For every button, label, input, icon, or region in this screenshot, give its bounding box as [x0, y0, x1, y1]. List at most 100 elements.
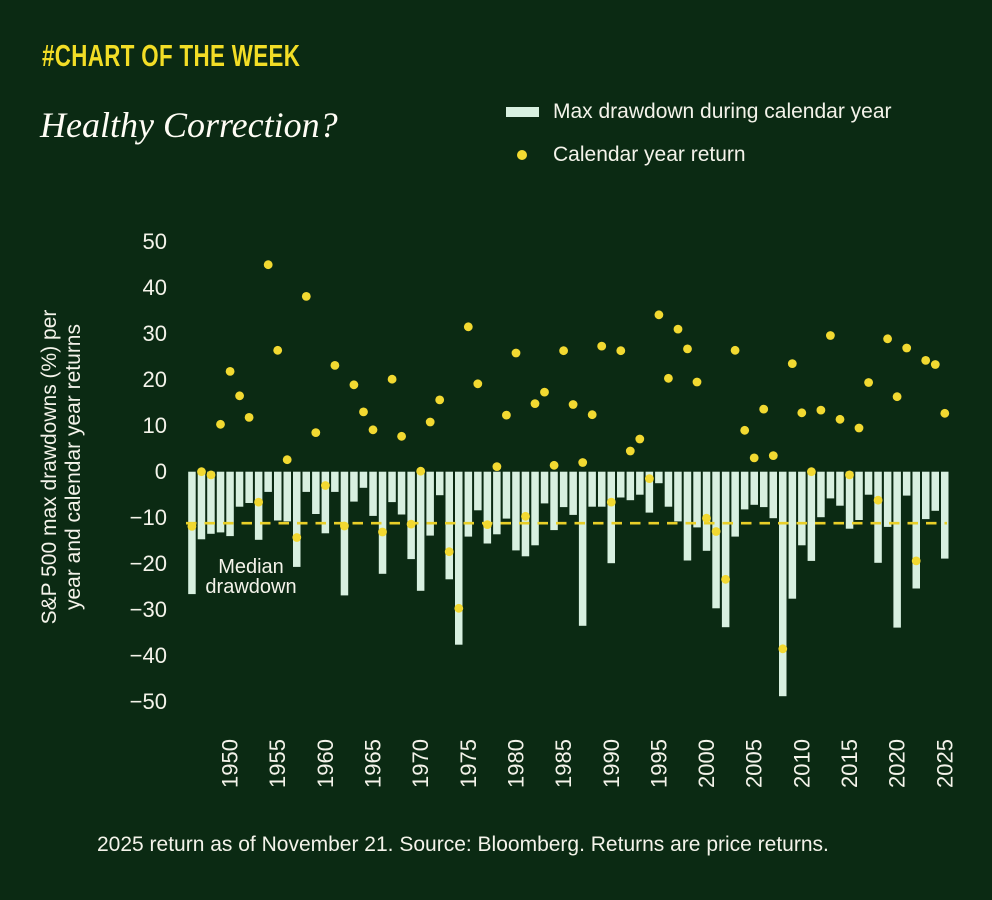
return-dot-1947 — [197, 467, 206, 477]
return-dot-2005 — [749, 453, 759, 463]
drawdown-bar-1949 — [216, 471, 225, 533]
x-tick-label-1960: 1960 — [313, 739, 338, 788]
return-dot-1961 — [330, 361, 340, 370]
return-dot-1994 — [645, 474, 654, 483]
x-tick-label-2010: 2010 — [789, 739, 814, 788]
return-dot-1995 — [654, 310, 664, 320]
return-dot-1959 — [311, 428, 321, 437]
drawdown-bar-2007 — [769, 471, 777, 519]
drawdown-bar-1977 — [483, 471, 492, 544]
drawdown-bar-2008 — [779, 471, 787, 697]
return-dot-2001 — [711, 527, 721, 536]
return-dot-1953 — [254, 497, 263, 507]
drawdown-bar-1997 — [674, 471, 682, 522]
return-dot-1968 — [397, 431, 406, 441]
return-dot-1997 — [673, 324, 683, 334]
x-tick-label-1975: 1975 — [456, 739, 481, 788]
drawdown-bar-1946 — [188, 471, 196, 595]
return-dot-2013 — [826, 331, 835, 340]
return-dots-layer — [187, 260, 950, 654]
drawdown-bar-1990 — [607, 471, 615, 564]
x-tick-label-1995: 1995 — [646, 739, 671, 788]
return-dot-1986 — [568, 400, 578, 409]
drawdown-bar-2020 — [893, 471, 901, 628]
y-tick-label-30: 30 — [143, 321, 167, 346]
return-dot-1956 — [282, 455, 292, 465]
return-dot-1952 — [244, 413, 254, 422]
return-dot-1950 — [225, 367, 235, 376]
y-tick-label-20: 20 — [143, 367, 167, 392]
return-dot-2019 — [883, 334, 892, 344]
drawdown-bar-1978 — [493, 471, 501, 535]
return-dot-2002 — [721, 574, 730, 584]
drawdown-bar-1999 — [693, 471, 701, 528]
drawdown-bar-2011 — [807, 471, 816, 561]
return-dot-2004 — [740, 425, 750, 435]
drawdown-bar-1964 — [359, 471, 368, 488]
return-dot-2012 — [816, 405, 826, 415]
return-dot-1951 — [235, 391, 245, 401]
drawdown-bar-1988 — [588, 471, 596, 507]
dot-swatch-icon — [517, 150, 527, 160]
return-dot-2023 — [921, 356, 931, 365]
return-dot-1983 — [540, 387, 549, 397]
drawdown-bar-2019 — [883, 471, 892, 527]
y-tick-label-40: 40 — [143, 275, 167, 300]
return-dot-2022 — [911, 556, 921, 566]
x-tick-label-2000: 2000 — [694, 739, 719, 788]
return-dot-2006 — [759, 404, 769, 414]
x-tick-label-1950: 1950 — [218, 739, 243, 788]
return-dot-1967 — [387, 374, 397, 384]
drawdown-bar-2021 — [902, 471, 911, 496]
y-tick-label--10: −10 — [130, 505, 167, 530]
return-dot-2024 — [930, 360, 940, 369]
drawdown-bar-1984 — [550, 471, 558, 531]
drawdown-bar-2000 — [702, 471, 711, 551]
drawdown-bar-2012 — [817, 471, 825, 518]
y-tick-label--20: −20 — [130, 551, 167, 576]
return-dot-1982 — [530, 399, 540, 408]
drawdown-bar-1969 — [407, 471, 415, 560]
drawdown-bar-1986 — [569, 471, 577, 515]
drawdown-bar-1970 — [416, 471, 425, 591]
drawdown-bar-1980 — [512, 471, 520, 551]
drawdown-bar-1955 — [274, 471, 282, 521]
drawdown-bar-2018 — [874, 471, 882, 563]
drawdown-bar-2016 — [855, 471, 863, 520]
drawdown-bar-2014 — [836, 471, 844, 506]
return-dot-1977 — [483, 520, 492, 529]
page-title: Healthy Correction? — [40, 105, 338, 145]
drawdown-bar-1957 — [293, 471, 301, 567]
return-dot-1984 — [549, 460, 559, 470]
return-dot-1979 — [502, 410, 511, 420]
drawdown-bar-1972 — [436, 471, 444, 496]
return-dot-2014 — [835, 414, 845, 424]
drawdown-bar-1998 — [683, 471, 692, 561]
drawdown-bar-2017 — [864, 471, 873, 495]
return-dot-1975 — [463, 322, 473, 332]
return-dot-1960 — [321, 481, 330, 490]
drawdown-bar-1954 — [264, 471, 272, 492]
return-dot-1974 — [454, 603, 464, 613]
y-tick-label-10: 10 — [143, 413, 167, 438]
return-dot-1978 — [492, 462, 502, 471]
x-tick-label-1965: 1965 — [361, 739, 386, 788]
drawdown-bar-1962 — [340, 471, 349, 596]
y-axis-title-line-2: year and calendar year returns — [62, 324, 85, 610]
return-dot-1963 — [349, 380, 359, 390]
return-dot-1976 — [473, 379, 483, 389]
y-tick-label--30: −30 — [130, 597, 167, 622]
return-dot-2003 — [730, 345, 740, 355]
return-dot-2010 — [797, 408, 807, 418]
drawdown-bar-1971 — [426, 471, 434, 536]
return-dot-1998 — [683, 344, 692, 354]
return-dot-1999 — [692, 377, 702, 387]
return-dot-2025 — [940, 408, 950, 418]
return-dot-1955 — [273, 345, 283, 355]
drawdown-bar-1950 — [226, 471, 234, 537]
return-dot-1973 — [444, 547, 454, 557]
legend-key — [506, 150, 553, 160]
return-dot-2011 — [807, 467, 816, 477]
return-dot-1996 — [664, 373, 673, 383]
